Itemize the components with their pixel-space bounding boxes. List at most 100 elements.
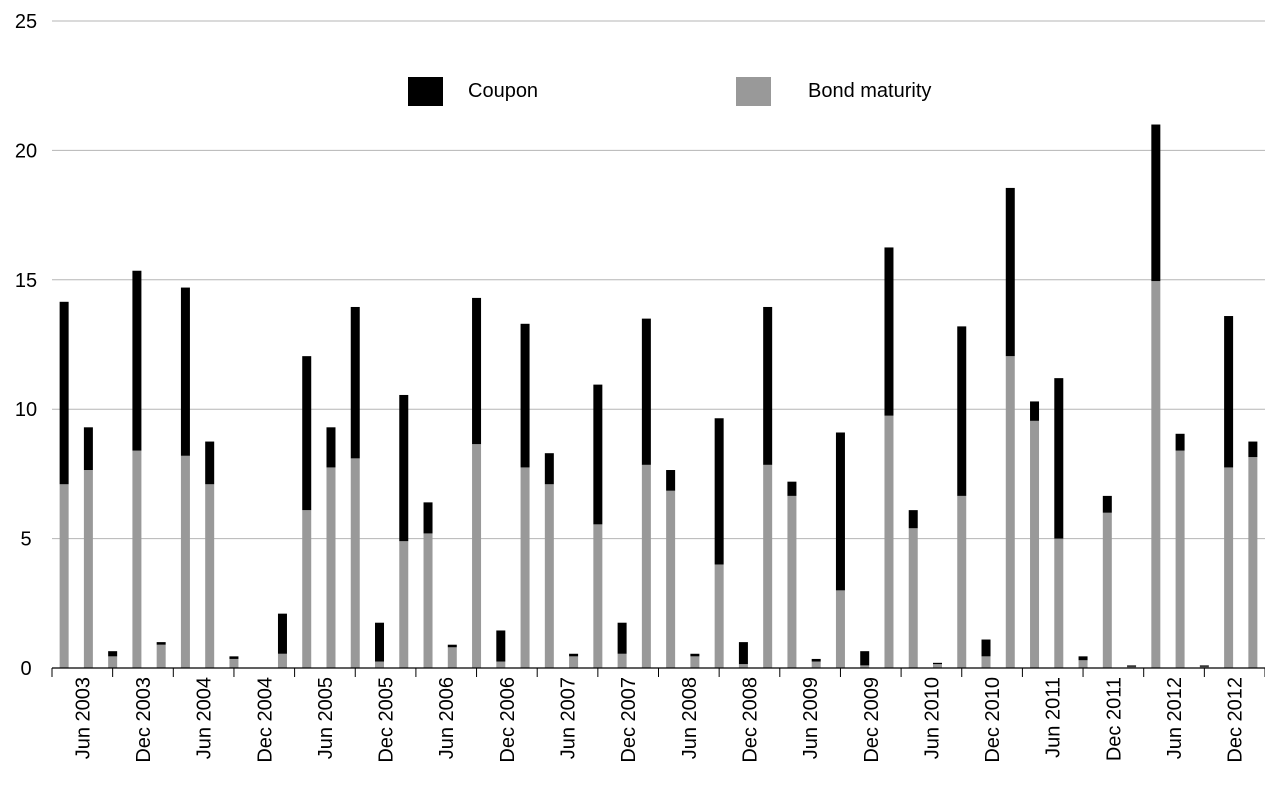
bar-bond-maturity bbox=[763, 464, 773, 668]
bar-bond-maturity bbox=[1224, 467, 1234, 668]
y-axis-tick-labels: 0 5 10 15 20 25 bbox=[15, 11, 37, 680]
bar-bond-maturity bbox=[593, 524, 603, 668]
bar-coupon bbox=[690, 653, 700, 657]
bar-coupon bbox=[496, 630, 506, 662]
bar-coupon bbox=[569, 653, 579, 657]
bar-bond-maturity bbox=[132, 450, 142, 668]
bar-coupon bbox=[835, 432, 845, 591]
bar-coupon bbox=[738, 642, 748, 665]
bar-coupon bbox=[860, 651, 870, 666]
x-tick-label: Dec 2008 bbox=[739, 677, 761, 763]
bar-bond-maturity bbox=[690, 656, 700, 668]
bar-coupon bbox=[350, 306, 360, 459]
legend-swatch bbox=[736, 77, 771, 106]
bar-bond-maturity bbox=[1005, 356, 1015, 668]
bar-bond-maturity bbox=[738, 664, 748, 668]
bar-coupon bbox=[1224, 316, 1234, 468]
x-tick-label: Dec 2010 bbox=[982, 677, 1004, 763]
bar-bond-maturity bbox=[83, 470, 93, 668]
bar-coupon bbox=[1248, 441, 1258, 458]
bar-bond-maturity bbox=[811, 661, 821, 668]
x-tick-label: Jun 2009 bbox=[800, 677, 822, 759]
bar-bond-maturity bbox=[1102, 512, 1112, 668]
bar-bond-maturity bbox=[1248, 457, 1258, 668]
legend: Coupon Bond maturity bbox=[408, 77, 931, 106]
bar-bond-maturity bbox=[350, 458, 360, 668]
bar-bond-maturity bbox=[1127, 666, 1137, 668]
bar-coupon bbox=[884, 247, 894, 416]
x-tick-label: Dec 2004 bbox=[254, 677, 276, 763]
bar-coupon bbox=[1030, 401, 1040, 421]
bar-coupon bbox=[617, 622, 627, 654]
y-tick-label: 0 bbox=[20, 658, 31, 680]
legend-label: Coupon bbox=[468, 80, 538, 102]
bar-coupon bbox=[544, 453, 554, 485]
x-tick-label: Jun 2003 bbox=[72, 677, 94, 759]
bar-bond-maturity bbox=[1078, 660, 1088, 668]
bar-coupon bbox=[375, 622, 385, 662]
bar-coupon bbox=[641, 318, 651, 465]
x-tick-label: Dec 2003 bbox=[133, 677, 155, 763]
bar-bond-maturity bbox=[860, 665, 870, 668]
bars bbox=[59, 124, 1258, 668]
bar-bond-maturity bbox=[908, 528, 918, 668]
bar-bond-maturity bbox=[787, 495, 797, 668]
x-tick-label: Jun 2010 bbox=[921, 677, 943, 759]
bar-bond-maturity bbox=[932, 664, 942, 668]
bar-bond-maturity bbox=[326, 467, 336, 668]
bar-bond-maturity bbox=[277, 653, 287, 668]
y-tick-label: 15 bbox=[15, 270, 37, 292]
bar-bond-maturity bbox=[229, 658, 239, 668]
bar-coupon bbox=[666, 470, 676, 491]
bar-bond-maturity bbox=[569, 656, 579, 668]
bar-coupon bbox=[1127, 665, 1137, 667]
bar-coupon bbox=[326, 427, 336, 468]
x-tick-label: Jun 2011 bbox=[1043, 677, 1065, 758]
x-tick-label: Dec 2011 bbox=[1103, 677, 1125, 761]
x-tick-label: Jun 2006 bbox=[436, 677, 458, 759]
bar-coupon bbox=[83, 427, 93, 471]
bar-bond-maturity bbox=[1151, 281, 1161, 668]
bar-bond-maturity bbox=[375, 661, 385, 668]
bar-coupon bbox=[1054, 378, 1064, 539]
bar-coupon bbox=[180, 287, 190, 456]
bar-coupon bbox=[1102, 495, 1112, 513]
bar-coupon bbox=[593, 384, 603, 525]
bar-coupon bbox=[520, 323, 530, 468]
bar-coupon bbox=[811, 658, 821, 662]
bar-coupon bbox=[302, 356, 312, 511]
y-tick-label: 20 bbox=[15, 140, 37, 162]
legend-swatch bbox=[408, 77, 443, 106]
bar-coupon bbox=[981, 639, 991, 657]
bar-bond-maturity bbox=[1054, 538, 1064, 668]
bar-bond-maturity bbox=[957, 495, 967, 668]
bar-coupon bbox=[957, 326, 967, 496]
bar-coupon bbox=[423, 502, 433, 534]
bar-bond-maturity bbox=[520, 467, 530, 668]
x-axis-tick-labels: Jun 2003 Dec 2003 Jun 2004 Dec 2004 Jun 2005… bbox=[72, 677, 1246, 763]
y-tick-label: 25 bbox=[15, 11, 37, 33]
x-tick-label: Dec 2007 bbox=[618, 677, 640, 763]
bar-bond-maturity bbox=[472, 444, 482, 668]
bar-coupon bbox=[1199, 665, 1209, 667]
bar-bond-maturity bbox=[447, 647, 457, 668]
bar-bond-maturity bbox=[423, 533, 433, 668]
x-axis bbox=[51, 667, 1265, 677]
bar-bond-maturity bbox=[981, 656, 991, 668]
bar-coupon bbox=[447, 644, 457, 648]
bar-coupon bbox=[229, 656, 239, 659]
x-tick-label: Jun 2005 bbox=[315, 677, 337, 759]
bar-bond-maturity bbox=[205, 484, 215, 668]
x-tick-label: Jun 2007 bbox=[558, 677, 580, 759]
y-tick-label: 10 bbox=[15, 399, 37, 421]
bar-coupon bbox=[156, 642, 166, 645]
bar-bond-maturity bbox=[59, 484, 69, 668]
bar-bond-maturity bbox=[399, 541, 409, 668]
bar-bond-maturity bbox=[835, 590, 845, 668]
bar-coupon bbox=[108, 651, 118, 657]
bar-coupon bbox=[787, 481, 797, 496]
bar-bond-maturity bbox=[884, 415, 894, 668]
y-tick-label: 5 bbox=[20, 529, 31, 551]
legend-label: Bond maturity bbox=[808, 80, 931, 102]
bar-coupon bbox=[714, 418, 724, 565]
